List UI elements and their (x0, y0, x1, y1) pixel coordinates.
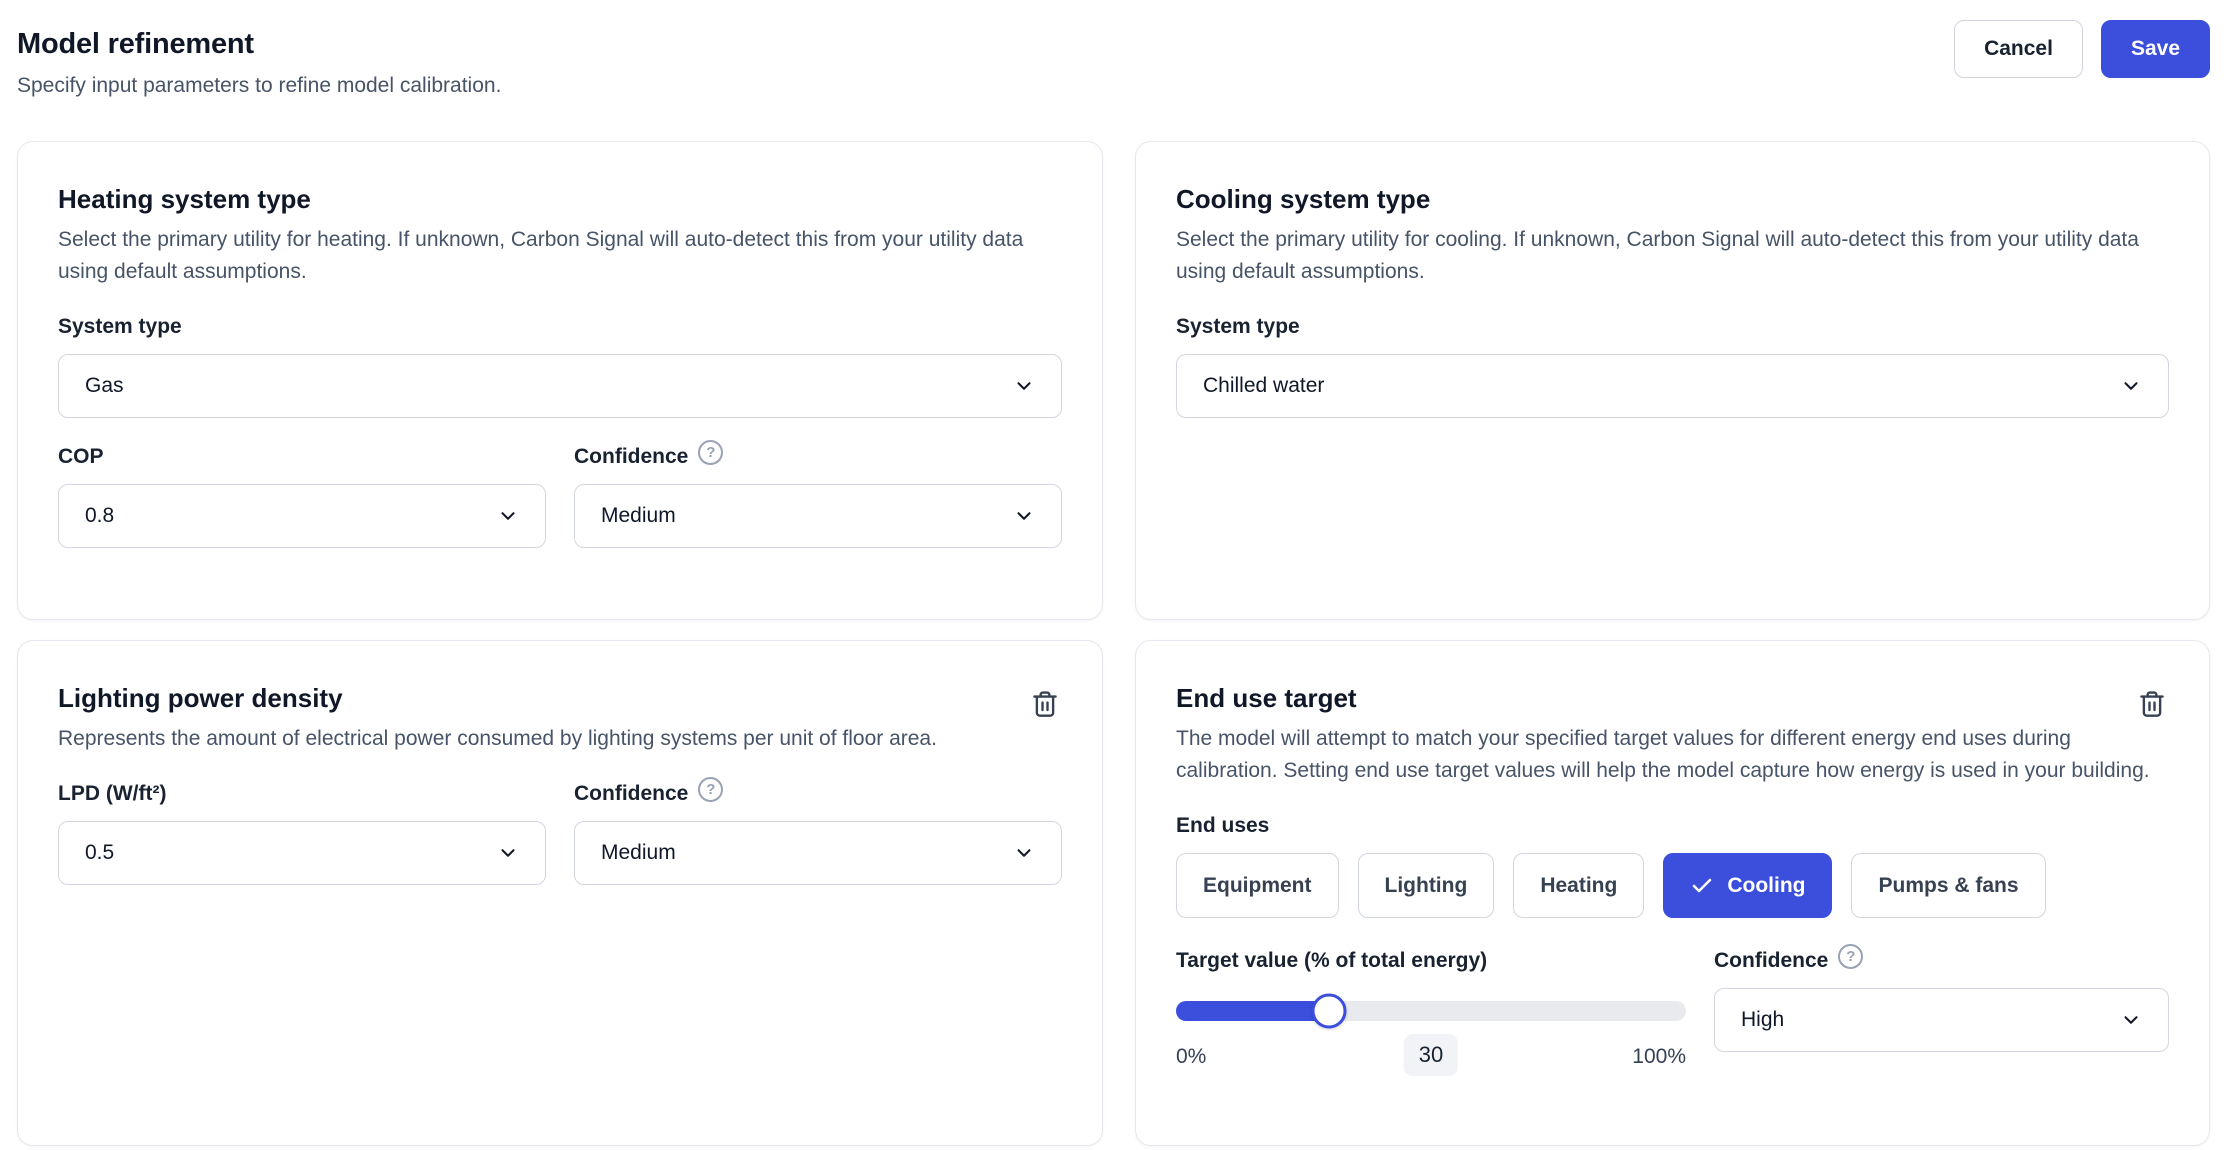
cop-label: COP (58, 445, 104, 468)
trash-icon (2137, 691, 2167, 722)
cooling-system-type-select[interactable]: Chilled water (1176, 354, 2169, 418)
confidence-label: Confidence? (574, 777, 1062, 807)
heating-confidence-select[interactable]: Medium (574, 484, 1062, 548)
chip-label: Cooling (1727, 873, 1806, 897)
lighting-power-density-card: Lighting power density Represents the am… (17, 640, 1103, 1146)
chip-label: Lighting (1384, 873, 1468, 897)
card-description: Select the primary utility for heating. … (58, 228, 1024, 283)
target-slider-fill (1176, 1001, 1329, 1021)
cop-select[interactable]: 0.8 (58, 484, 546, 548)
delete-card-button[interactable] (1028, 687, 1062, 721)
delete-card-button[interactable] (2135, 687, 2169, 721)
chevron-down-icon (1013, 842, 1035, 864)
end-use-chips: Equipment Lighting Heating Cooling Pumps… (1176, 853, 2169, 918)
page-subtitle: Specify input parameters to refine model… (17, 74, 502, 97)
lpd-select[interactable]: 0.5 (58, 821, 546, 885)
target-row: Target value (% of total energy) 0% 30 1… (1176, 944, 2169, 1080)
target-value-field: Target value (% of total energy) 0% 30 1… (1176, 948, 1686, 1080)
lpd-field: LPD (W/ft²) 0.5 (58, 781, 546, 885)
chip-label: Heating (1540, 873, 1618, 897)
target-value-label: Target value (% of total energy) (1176, 949, 1488, 972)
cards-grid: Heating system type Select the primary u… (17, 141, 2210, 1146)
scale-max-label: 100% (1632, 1045, 1686, 1068)
end-use-chip[interactable]: Cooling (1663, 853, 1833, 918)
confidence-label: Confidence? (1714, 944, 2169, 974)
system-type-label: System type (58, 315, 182, 338)
select-value: 0.5 (85, 841, 115, 864)
help-icon[interactable]: ? (1838, 944, 1864, 969)
select-value: Medium (601, 504, 676, 527)
check-icon (1690, 874, 1714, 898)
page-header: Model refinement Specify input parameter… (17, 20, 2210, 101)
help-icon[interactable]: ? (698, 777, 724, 802)
confidence-field: Confidence? Medium (574, 777, 1062, 885)
card-title: Heating system type (58, 184, 311, 214)
card-title: Cooling system type (1176, 184, 1431, 214)
card-description: The model will attempt to match your spe… (1176, 727, 2150, 782)
confidence-field: Confidence? High (1714, 944, 2169, 1080)
page-header-text: Model refinement Specify input parameter… (17, 20, 501, 101)
end-use-chip[interactable]: Pumps & fans (1851, 853, 2046, 918)
select-value: Gas (85, 374, 124, 397)
chevron-down-icon (497, 842, 519, 864)
chevron-down-icon (1013, 505, 1035, 527)
confidence-field: Confidence? Medium (574, 440, 1062, 548)
target-slider[interactable] (1176, 993, 1686, 1029)
end-use-target-card: End use target The model will attempt to… (1135, 640, 2210, 1146)
target-value-badge: 30 (1403, 1034, 1459, 1076)
end-uses-label: End uses (1176, 814, 1270, 837)
heating-field-row: COP 0.8 Confidence? Medium (58, 440, 1062, 548)
heating-system-card: Heating system type Select the primary u… (17, 141, 1103, 620)
confidence-label: Confidence? (574, 440, 1062, 470)
cooling-system-card: Cooling system type Select the primary u… (1135, 141, 2210, 620)
chip-label: Pumps & fans (1878, 873, 2019, 897)
lighting-field-row: LPD (W/ft²) 0.5 Confidence? Medium (58, 777, 1062, 885)
page-title: Model refinement (17, 28, 254, 60)
target-slider-thumb[interactable] (1311, 993, 1347, 1029)
header-actions: Cancel Save (1954, 20, 2210, 78)
chip-label: Equipment (1203, 873, 1312, 897)
card-title: End use target (1176, 683, 1357, 713)
select-value: Medium (601, 841, 676, 864)
select-value: Chilled water (1203, 374, 1325, 397)
select-value: 0.8 (85, 504, 115, 527)
scale-min-label: 0% (1176, 1045, 1207, 1068)
card-description: Represents the amount of electrical powe… (58, 727, 937, 750)
help-icon[interactable]: ? (698, 440, 724, 465)
chevron-down-icon (1013, 375, 1035, 397)
end-use-chip[interactable]: Lighting (1357, 853, 1495, 918)
save-button[interactable]: Save (2100, 20, 2210, 78)
chevron-down-icon (2120, 1009, 2142, 1031)
chevron-down-icon (497, 505, 519, 527)
card-title: Lighting power density (58, 683, 343, 713)
cop-field: COP 0.8 (58, 444, 546, 548)
card-description: Select the primary utility for cooling. … (1176, 228, 2139, 283)
trash-icon (1030, 691, 1060, 722)
target-scale: 0% 30 100% (1176, 1034, 1686, 1080)
system-type-label: System type (1176, 315, 1300, 338)
chevron-down-icon (2120, 375, 2142, 397)
cancel-button[interactable]: Cancel (1954, 20, 2083, 78)
lpd-label: LPD (W/ft²) (58, 782, 167, 805)
select-value: High (1741, 1008, 1785, 1031)
end-use-chip[interactable]: Heating (1513, 853, 1645, 918)
end-use-confidence-select[interactable]: High (1714, 988, 2169, 1052)
end-use-chip[interactable]: Equipment (1176, 853, 1339, 918)
heating-system-type-select[interactable]: Gas (58, 354, 1062, 418)
lighting-confidence-select[interactable]: Medium (574, 821, 1062, 885)
